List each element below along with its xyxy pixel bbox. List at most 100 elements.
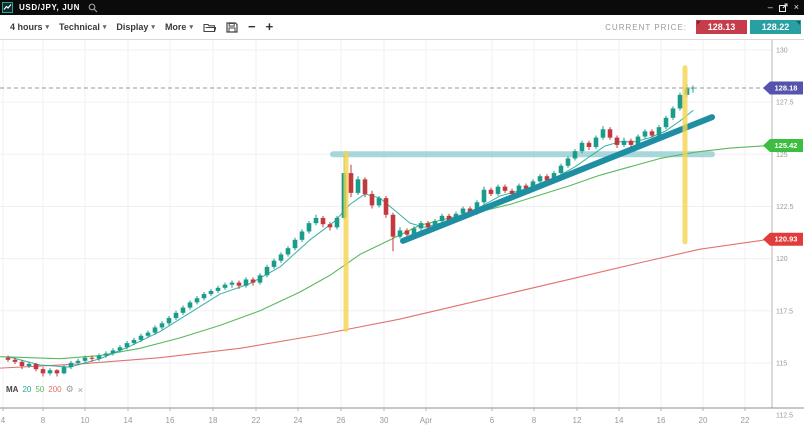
timeframe-dropdown[interactable]: 4 hours ▾ bbox=[10, 22, 50, 32]
candle-body bbox=[145, 332, 151, 336]
close-button[interactable]: × bbox=[793, 2, 799, 12]
candle-body bbox=[383, 198, 389, 215]
candle-body bbox=[306, 223, 312, 232]
candle-body bbox=[432, 221, 438, 228]
candle-body bbox=[271, 260, 277, 267]
ma50-line bbox=[0, 144, 771, 360]
candle-body bbox=[68, 362, 74, 368]
candle-body bbox=[642, 131, 648, 137]
candle-body bbox=[586, 142, 592, 147]
gear-icon[interactable]: ⚙ bbox=[65, 384, 74, 394]
search-icon[interactable] bbox=[88, 3, 98, 13]
more-dropdown[interactable]: More ▾ bbox=[164, 22, 193, 32]
candle-body bbox=[187, 302, 193, 308]
x-tick-label: 14 bbox=[124, 416, 133, 425]
candle-body bbox=[208, 290, 214, 295]
candle-body bbox=[103, 353, 109, 356]
candle-body bbox=[621, 140, 627, 145]
candle-body bbox=[222, 284, 228, 288]
bid-tick-marker bbox=[697, 21, 701, 25]
y-tick-label: 120 bbox=[776, 256, 788, 263]
ma50-value-tag bbox=[763, 139, 803, 153]
zoom-out-button[interactable]: − bbox=[247, 19, 256, 34]
candle-body bbox=[110, 350, 116, 354]
candle-body bbox=[460, 208, 466, 214]
candle-body bbox=[390, 214, 396, 237]
candle-body bbox=[411, 228, 417, 235]
candle-body bbox=[404, 230, 410, 235]
ma200-value-tag-label: 120.93 bbox=[775, 235, 798, 244]
save-icon[interactable] bbox=[226, 21, 238, 33]
x-tick-label: 16 bbox=[166, 416, 175, 425]
candle-body bbox=[313, 217, 319, 224]
candle-body bbox=[327, 224, 333, 228]
candle-body bbox=[166, 318, 172, 324]
candle-body bbox=[229, 282, 235, 285]
candle-body bbox=[516, 185, 522, 194]
titlebar: USD/JPY, JUN – × bbox=[0, 0, 804, 15]
last-price-tag-label: 128.18 bbox=[775, 83, 798, 92]
candle-body bbox=[299, 231, 305, 240]
bid-price-badge: 128.13 bbox=[696, 20, 747, 34]
candle-body bbox=[96, 355, 102, 359]
candle-body bbox=[677, 94, 683, 109]
candle-body bbox=[628, 140, 634, 145]
y-tick-label: 117.5 bbox=[776, 308, 793, 315]
remove-indicator-icon[interactable]: × bbox=[77, 384, 83, 395]
candle-body bbox=[40, 369, 46, 374]
candle-body bbox=[565, 158, 571, 166]
candle-body bbox=[5, 357, 11, 360]
candle-body bbox=[47, 370, 53, 374]
candle-body bbox=[201, 294, 207, 299]
open-folder-icon[interactable] bbox=[203, 22, 216, 33]
candle-body bbox=[509, 190, 515, 194]
zoom-in-button[interactable]: + bbox=[265, 19, 274, 34]
candle-body bbox=[656, 127, 662, 136]
candle-body bbox=[397, 230, 403, 237]
y-tick-label: 130 bbox=[776, 48, 788, 55]
candle-body bbox=[551, 173, 557, 181]
x-tick-label: 8 bbox=[41, 416, 46, 425]
x-tick-label: 22 bbox=[252, 416, 261, 425]
candle-body bbox=[33, 363, 39, 370]
candle-body bbox=[649, 131, 655, 136]
candle-body bbox=[236, 282, 242, 286]
candle-body bbox=[663, 117, 669, 128]
trendline bbox=[400, 114, 715, 244]
x-tick-label: 26 bbox=[337, 416, 346, 425]
x-tick-label: 24 bbox=[294, 416, 303, 425]
ma50-value-tag-label: 125.42 bbox=[775, 141, 798, 150]
x-tick-label: 14 bbox=[615, 416, 624, 425]
minimize-button[interactable]: – bbox=[767, 2, 773, 12]
candle-body bbox=[12, 359, 18, 362]
candle-body bbox=[579, 142, 585, 152]
ask-price-badge: 128.22 bbox=[750, 20, 801, 34]
chevron-down-icon: ▾ bbox=[151, 24, 155, 31]
candle-body bbox=[446, 215, 452, 221]
technical-dropdown[interactable]: Technical ▾ bbox=[59, 22, 107, 32]
candle-body bbox=[502, 186, 508, 191]
ma200-line bbox=[0, 238, 771, 369]
candle-body bbox=[264, 266, 270, 276]
x-tick-label: 16 bbox=[657, 416, 666, 425]
candle-body bbox=[243, 279, 249, 286]
x-tick-label: Apr bbox=[420, 416, 433, 425]
display-dropdown[interactable]: Display ▾ bbox=[116, 22, 155, 32]
candle-body bbox=[257, 275, 263, 283]
x-tick-label: 18 bbox=[209, 416, 218, 425]
x-tick-label: 22 bbox=[741, 416, 750, 425]
candle-body bbox=[117, 347, 123, 351]
popout-button[interactable] bbox=[778, 3, 788, 12]
candle-body bbox=[425, 223, 431, 228]
y-tick-label: 127.5 bbox=[776, 100, 794, 107]
x-tick-label: 20 bbox=[699, 416, 708, 425]
candle-body bbox=[474, 202, 480, 213]
candle-body bbox=[285, 248, 291, 255]
candle-body bbox=[61, 367, 67, 374]
candle-body bbox=[320, 217, 326, 225]
candle-body bbox=[180, 307, 186, 313]
chevron-down-icon: ▾ bbox=[189, 24, 193, 31]
candle-body bbox=[537, 176, 543, 182]
